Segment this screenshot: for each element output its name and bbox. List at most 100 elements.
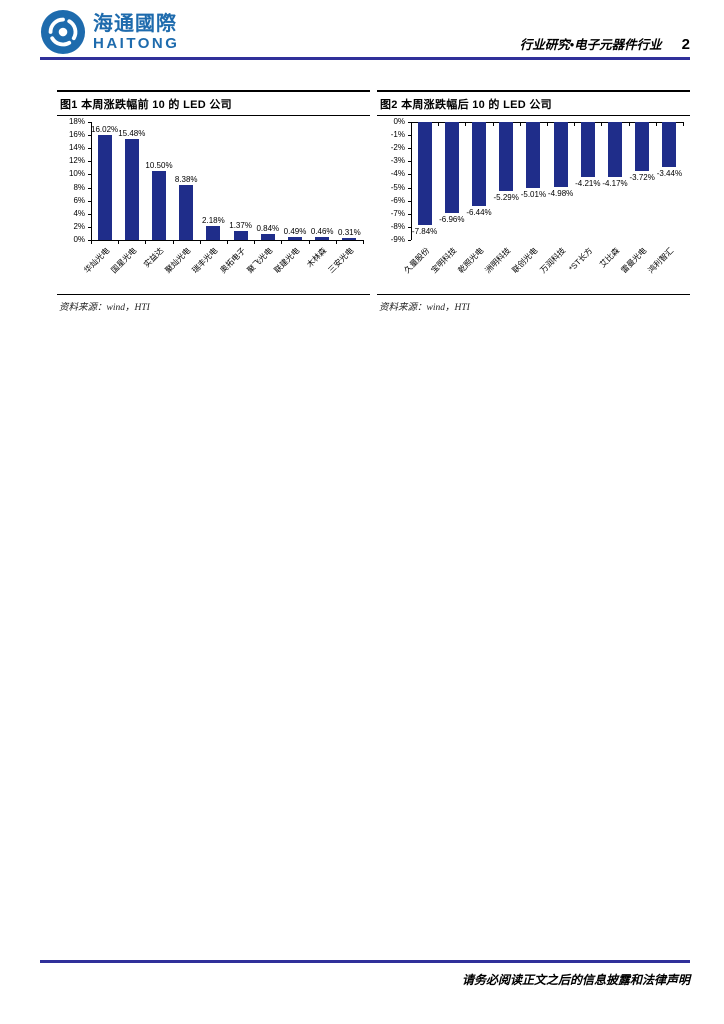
x-axis-tick — [335, 240, 337, 244]
x-axis-category-label: 鸿利智汇 — [646, 246, 676, 275]
bar-value-label: 15.48% — [118, 128, 146, 138]
y-axis-tick-label: 18% — [68, 117, 85, 126]
y-axis-tick — [88, 226, 91, 228]
footer-disclaimer: 请务必阅读正文之后的信息披露和法律声明 — [461, 972, 690, 987]
y-axis-tick-label: 12% — [68, 156, 85, 166]
charts-row: 图1 本周涨跌幅前 10 的 LED 公司 18% 16% 14% 12% 10% 8% 6… — [57, 90, 690, 319]
bar-value-label: -3.44% — [656, 169, 683, 179]
x-axis-tick — [574, 122, 576, 126]
y-axis-tick — [88, 135, 91, 137]
bar — [179, 185, 194, 240]
bar-value-label: 0.49% — [283, 226, 307, 236]
x-axis-tick — [199, 240, 201, 244]
y-axis-tick — [88, 161, 91, 163]
y-axis-tick — [88, 122, 91, 123]
x-axis-tick — [363, 240, 364, 244]
x-axis-tick — [145, 240, 147, 244]
y-axis-tick — [88, 174, 91, 176]
x-axis-tick — [683, 122, 684, 126]
y-axis-line — [411, 122, 412, 240]
header-divider — [40, 57, 690, 60]
y-axis-tick-label: 2% — [73, 221, 85, 231]
y-axis-tick-label: 0% — [73, 235, 85, 244]
header-right: 行业研究•电子元器件行业 2 — [520, 34, 690, 53]
x-axis-tick — [411, 122, 412, 126]
x-axis-tick — [628, 122, 630, 126]
x-axis-category-label: 三安光电 — [326, 246, 356, 275]
logo-cn-text: 海通國際 — [93, 12, 177, 35]
y-axis-tick — [408, 122, 411, 123]
x-axis-tick — [547, 122, 548, 126]
bar — [233, 231, 248, 240]
bar-value-label: -4.21% — [575, 179, 601, 189]
y-axis-tick-label: 4% — [73, 208, 85, 218]
bar-value-label: 0.84% — [256, 224, 280, 234]
y-axis-tick — [88, 187, 91, 189]
y-axis-tick-label: 10% — [68, 169, 85, 179]
bar — [152, 171, 166, 240]
logo-en-text: HAITONG — [93, 34, 180, 52]
x-axis-tick — [438, 122, 440, 126]
report-category: 行业研究•电子元器件行业 — [519, 38, 662, 52]
figure-2-plot: 0% -1% -2% -3% -4% -5% -6% -7% -8% -9% -7.84% 久量股份 -… — [377, 116, 690, 294]
y-axis-tick — [408, 148, 411, 150]
x-axis-tick — [254, 240, 256, 244]
bar — [662, 122, 677, 168]
figure-2: 图2 本周涨跌幅后 10 的 LED 公司 0% -1% -2% -3% -4% -5% -… — [377, 90, 690, 319]
y-axis-tick — [408, 187, 411, 189]
bar-value-label: -3.72% — [629, 172, 655, 182]
y-axis-tick — [88, 240, 91, 241]
y-axis-tick — [408, 213, 411, 215]
bar — [417, 122, 432, 225]
logo-text: 海通國際 HAITONG — [93, 14, 179, 51]
bar — [553, 122, 568, 188]
bar-value-label: -6.44% — [466, 208, 492, 218]
bar-value-label: -5.29% — [493, 193, 519, 203]
y-axis-tick-label: -2% — [390, 143, 405, 153]
bar-value-label: -7.84% — [411, 226, 438, 236]
bar-value-label: 10.50% — [145, 161, 173, 171]
bar-value-label: -4.98% — [547, 189, 574, 199]
x-axis-tick — [308, 240, 310, 244]
figure-1-source: 资料来源：wind，HTI — [57, 294, 370, 319]
page-number: 2 — [681, 36, 690, 53]
bar — [315, 236, 330, 240]
bar — [288, 236, 302, 240]
y-axis-tick — [88, 148, 91, 150]
y-axis-tick-label: -6% — [390, 195, 405, 205]
figure-1-plot: 18% 16% 14% 12% 10% 8% 6% 4% 2% 0% 16.02% 华灿光电 15.48… — [57, 116, 370, 294]
haitong-logo-icon — [40, 9, 86, 55]
bar — [526, 122, 541, 188]
x-axis-tick — [172, 240, 174, 244]
y-axis-tick — [408, 226, 411, 228]
y-axis-tick-label: 8% — [73, 182, 85, 192]
y-axis-tick-label: -4% — [390, 169, 405, 179]
bar — [124, 138, 139, 240]
figure-2-source: 资料来源：wind，HTI — [377, 294, 690, 319]
bar — [580, 122, 595, 178]
y-axis-tick-label: 16% — [68, 130, 85, 140]
bar-value-label: -6.96% — [439, 215, 465, 225]
y-axis-tick — [88, 213, 91, 215]
bar — [499, 122, 514, 192]
y-axis-tick-label: -8% — [390, 221, 405, 231]
y-axis-tick-label: -9% — [390, 235, 405, 244]
x-axis-tick — [227, 240, 228, 244]
bar — [635, 122, 650, 171]
y-axis-tick-label: -1% — [390, 130, 405, 140]
x-axis-tick — [118, 240, 120, 244]
bar — [206, 225, 221, 240]
page-footer: 请务必阅读正文之后的信息披露和法律声明 — [40, 960, 690, 988]
bar-value-label: 16.02% — [91, 124, 119, 134]
bar-value-label: -4.17% — [602, 178, 628, 188]
x-axis-tick — [91, 240, 92, 244]
y-axis-tick-label: 14% — [68, 143, 85, 153]
x-axis-tick — [492, 122, 494, 126]
y-axis-tick — [408, 200, 411, 202]
x-axis-tick — [655, 122, 657, 126]
bar-value-label: 1.37% — [229, 221, 252, 231]
x-axis-tick — [601, 122, 603, 126]
bar — [472, 122, 486, 207]
bar-value-label: 0.31% — [338, 227, 361, 237]
